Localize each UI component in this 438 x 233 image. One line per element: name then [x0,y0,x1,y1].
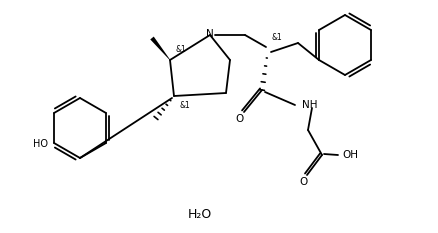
Text: NH: NH [302,100,318,110]
Text: &1: &1 [179,102,190,110]
Text: H₂O: H₂O [188,209,212,222]
Polygon shape [150,37,170,60]
Text: O: O [300,177,308,187]
Text: &1: &1 [175,45,186,55]
Text: N: N [206,29,214,39]
Text: O: O [236,114,244,124]
Text: &1: &1 [271,34,282,42]
Text: OH: OH [342,150,358,160]
Text: HO: HO [33,139,48,149]
